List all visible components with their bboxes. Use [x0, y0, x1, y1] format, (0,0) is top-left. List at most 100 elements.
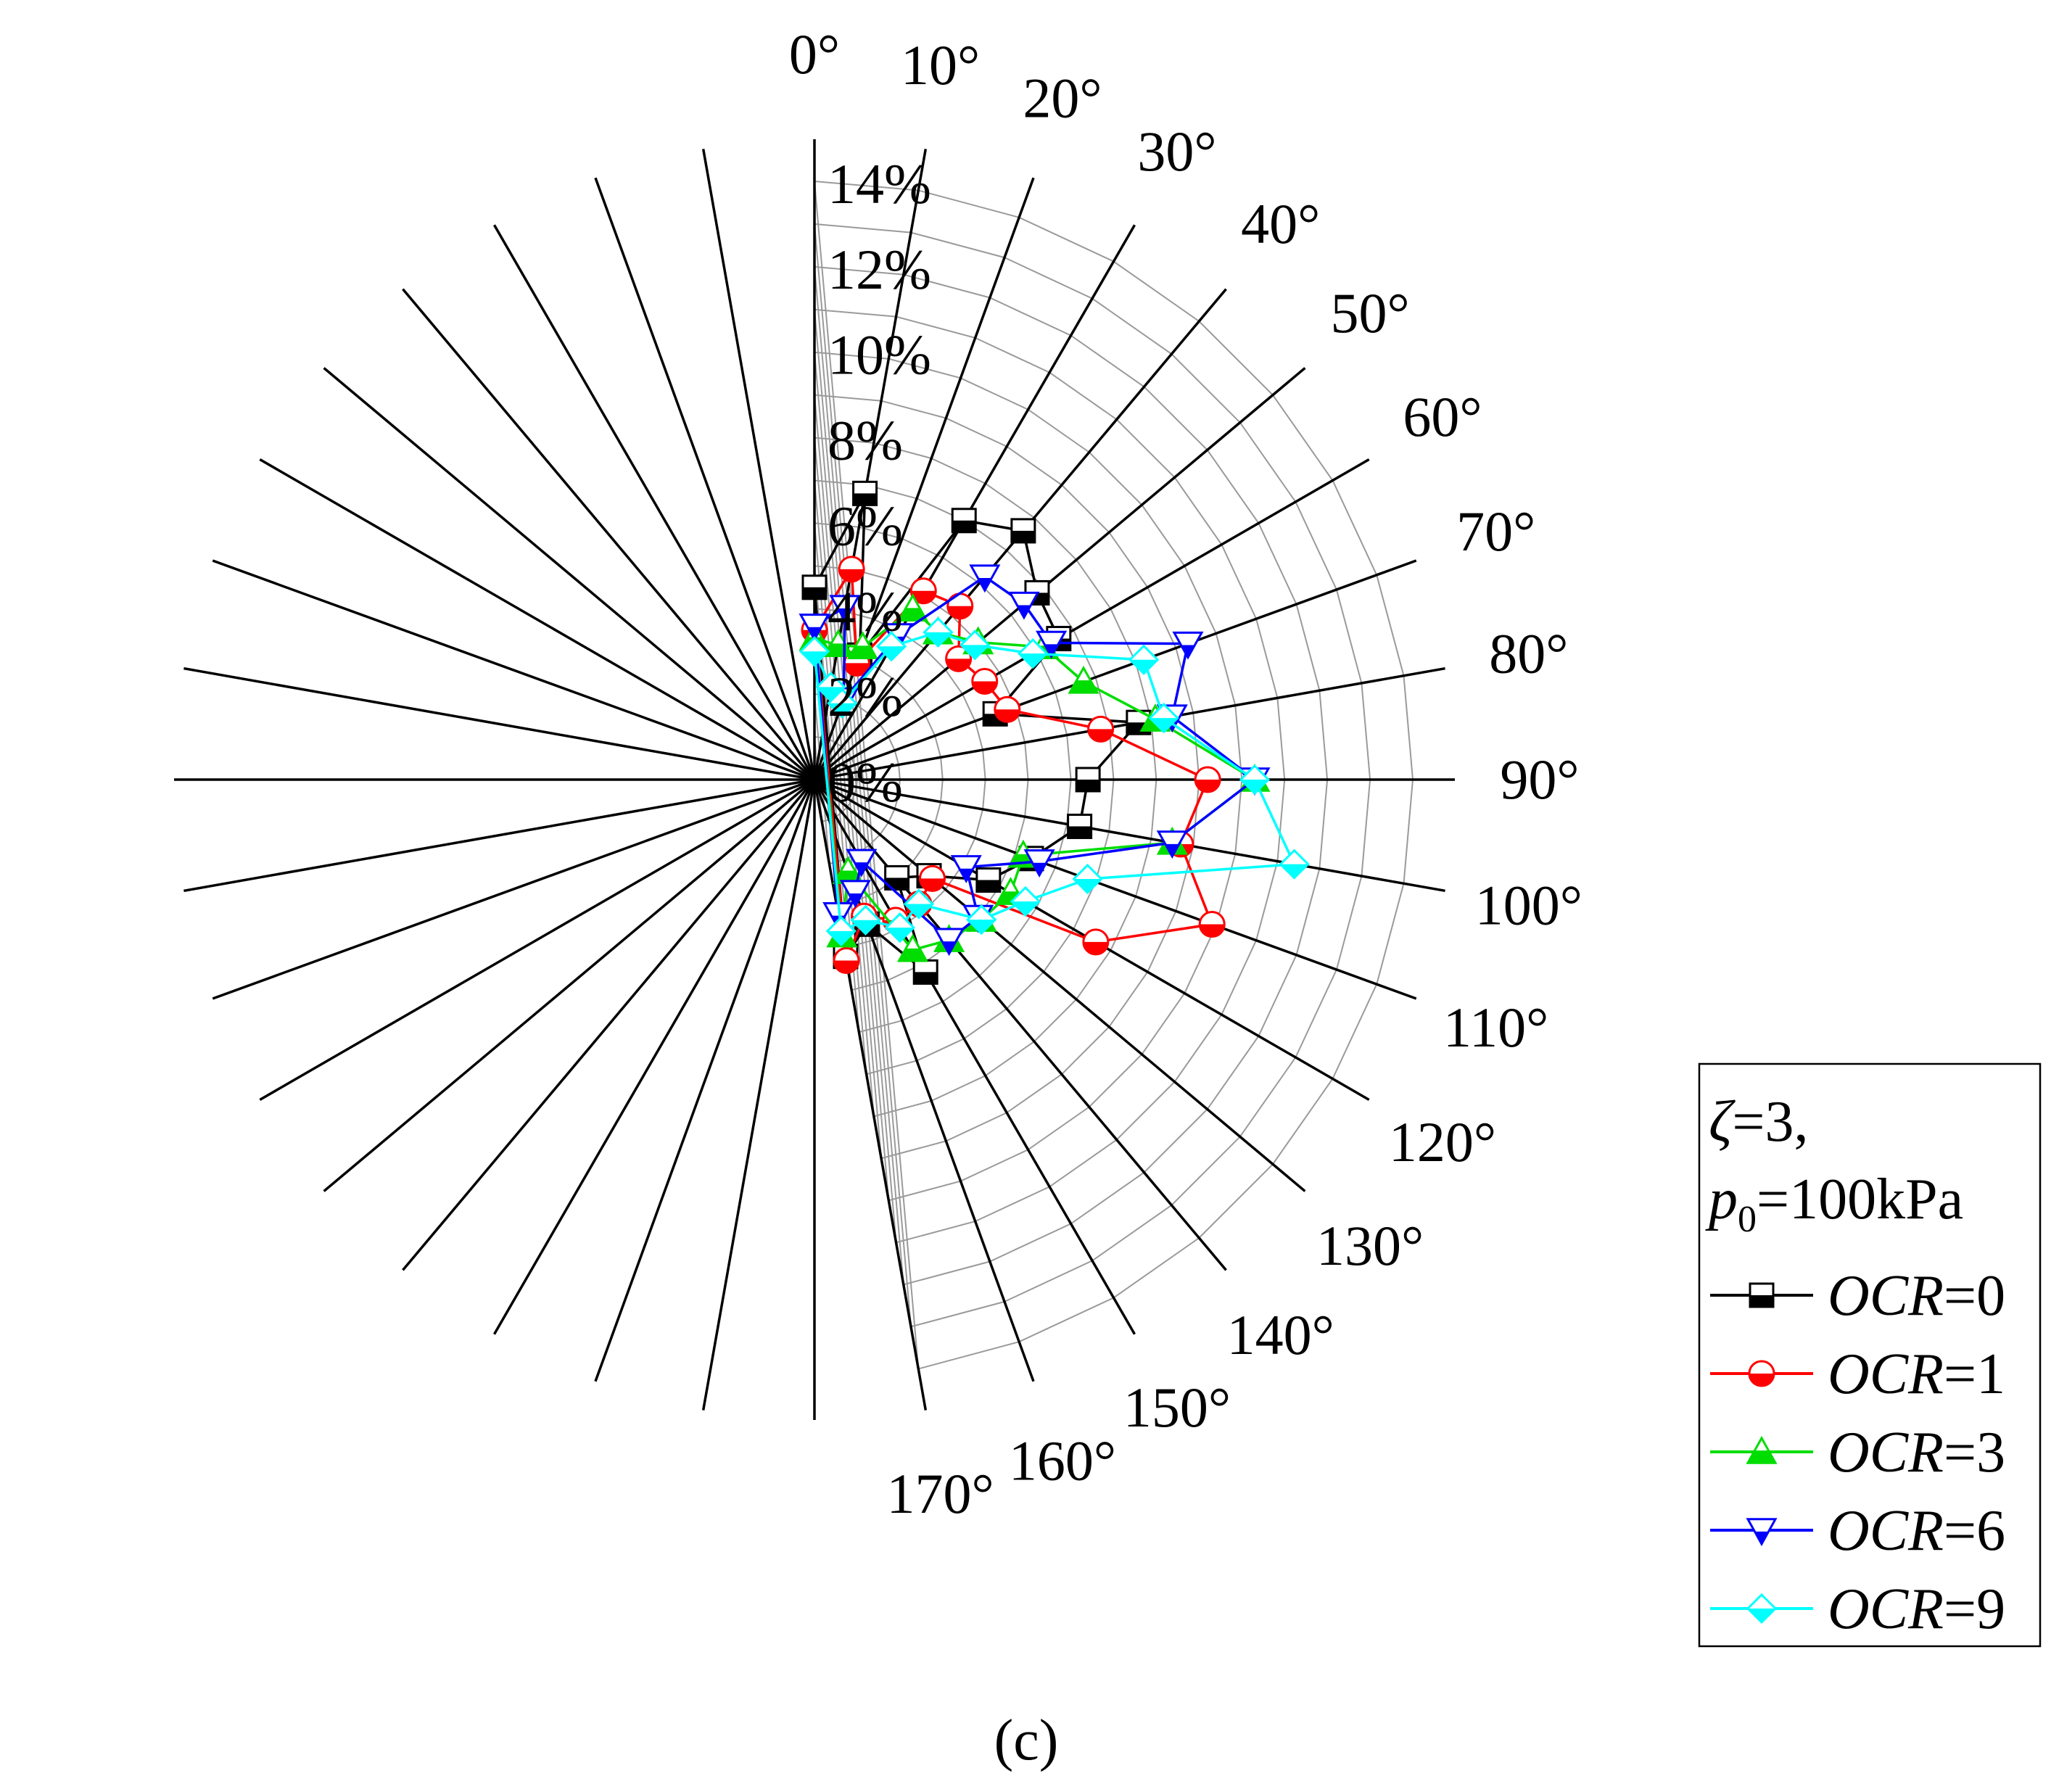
legend-label: OCR=6	[1828, 1499, 2005, 1563]
data-point	[946, 592, 974, 620]
data-point	[884, 912, 915, 944]
data-point	[971, 667, 999, 695]
data-point	[1198, 911, 1226, 938]
data-point	[827, 688, 858, 719]
data-point	[1172, 631, 1204, 660]
angle-label-150: 150°	[1123, 1376, 1231, 1439]
data-point	[852, 480, 878, 506]
radial-tick-label: 2%	[828, 665, 903, 728]
data-point	[1072, 863, 1103, 895]
radial-tick-label: 4%	[828, 579, 903, 643]
data-point	[1148, 702, 1179, 734]
angle-label-30: 30°	[1137, 120, 1216, 183]
data-point	[909, 577, 937, 605]
data-point	[896, 593, 929, 622]
legend-marker	[1746, 1435, 1778, 1464]
data-point	[950, 855, 982, 883]
angle-label-140: 140°	[1227, 1303, 1334, 1366]
data-point	[1036, 630, 1068, 659]
angle-label-160: 160°	[1009, 1429, 1116, 1492]
data-point	[975, 867, 1002, 893]
radial-tick-label: 12%	[828, 238, 931, 301]
data-point	[825, 915, 857, 947]
legend-marker	[1748, 1360, 1775, 1387]
legend-label: OCR=9	[1828, 1577, 2005, 1641]
data-point	[994, 695, 1021, 723]
data-point	[798, 636, 830, 667]
data-point	[846, 631, 879, 659]
angle-spokes	[174, 139, 1455, 1420]
legend-entry: OCR=9	[1710, 1577, 2005, 1641]
legend-marker	[1749, 1282, 1775, 1308]
radial-tick-label: 0%	[828, 751, 903, 814]
radial-tick-label: 8%	[828, 409, 903, 472]
data-point	[912, 959, 938, 985]
data-point	[1068, 665, 1099, 694]
data-point	[966, 904, 997, 936]
angle-label-100: 100°	[1475, 874, 1582, 937]
data-point	[1087, 715, 1115, 743]
angle-label-80: 80°	[1489, 622, 1568, 685]
legend-frame	[1698, 1062, 2042, 1648]
data-point	[969, 564, 1001, 593]
data-point	[1010, 885, 1041, 917]
data-point	[829, 595, 861, 624]
series-layer	[798, 480, 1310, 985]
legend-title-pressure: p0=100kPa	[1705, 1168, 1963, 1240]
legend: ζ=3, p0=100kPa OCR=0 OCR=1 OCR=3 OCR=6 OCR=9	[1698, 1062, 2042, 1648]
radial-tick-label: 14%	[828, 152, 931, 215]
data-point	[875, 631, 907, 662]
data-point	[1017, 638, 1049, 669]
data-point	[1082, 928, 1110, 956]
data-point	[850, 904, 881, 936]
data-point	[832, 856, 864, 885]
angle-label-130: 130°	[1316, 1214, 1424, 1277]
data-point	[896, 933, 929, 962]
data-point	[923, 616, 954, 648]
data-point	[798, 614, 830, 642]
data-point	[1067, 813, 1093, 839]
angle-label-120: 120°	[1389, 1110, 1496, 1173]
angle-label-90: 90°	[1500, 748, 1579, 811]
legend-title-zeta: ζ=3,	[1709, 1090, 1809, 1154]
radial-tick-label: 6%	[828, 494, 903, 557]
legend-entry: OCR=1	[1710, 1342, 2005, 1406]
legend-entries: OCR=0 OCR=1 OCR=3 OCR=6 OCR=9	[1710, 1264, 2005, 1641]
data-point	[1023, 849, 1055, 878]
radial-tick-label: 10%	[828, 323, 931, 387]
legend-marker	[1746, 1593, 1778, 1624]
data-point	[833, 947, 860, 975]
angle-label-50: 50°	[1330, 281, 1409, 344]
legend-label: OCR=1	[1828, 1342, 2005, 1406]
angle-label-10: 10°	[901, 33, 980, 96]
angle-label-40: 40°	[1241, 192, 1320, 255]
data-point	[933, 928, 965, 957]
data-point	[951, 508, 977, 534]
angle-label-20: 20°	[1023, 66, 1102, 129]
data-point	[960, 629, 991, 661]
data-point	[1239, 764, 1271, 796]
legend-entry: OCR=0	[1710, 1264, 2005, 1328]
panel-label: (c)	[994, 1709, 1059, 1772]
radial-tick-labels: 0% 2% 4% 6% 8% 10% 12% 14%	[828, 152, 931, 814]
data-point	[1010, 518, 1036, 544]
series-5	[798, 616, 1310, 947]
data-point	[1075, 767, 1101, 793]
data-point	[1279, 848, 1310, 880]
data-point	[919, 864, 946, 892]
data-point	[1008, 591, 1040, 620]
angle-label-70: 70°	[1456, 500, 1535, 563]
legend-entry: OCR=6	[1710, 1499, 2005, 1563]
angle-label-110: 110°	[1443, 996, 1548, 1059]
data-point	[903, 888, 935, 920]
data-point	[1128, 644, 1160, 675]
legend-label: OCR=0	[1828, 1264, 2005, 1328]
angle-label-170: 170°	[887, 1462, 994, 1525]
legend-entry: OCR=3	[1710, 1421, 2005, 1485]
angle-label-60: 60°	[1403, 385, 1482, 448]
legend-marker	[1746, 1518, 1778, 1547]
data-point	[801, 574, 828, 600]
angle-label-0: 0°	[789, 22, 840, 86]
data-point	[1156, 830, 1188, 859]
